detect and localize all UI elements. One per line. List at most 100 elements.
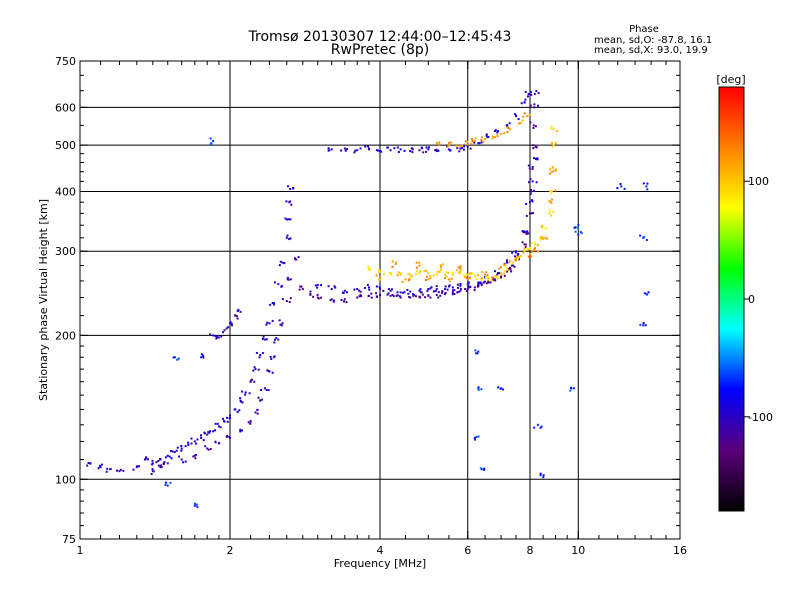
echo-point <box>646 182 649 185</box>
echo-point <box>552 128 555 131</box>
echo-point <box>230 322 233 325</box>
echo-point <box>457 271 460 274</box>
echo-point <box>297 256 300 259</box>
echo-point <box>286 276 289 279</box>
echo-point <box>229 436 231 439</box>
echo-point <box>272 301 275 304</box>
echo-point <box>447 285 450 288</box>
echo-point <box>389 272 392 275</box>
echo-point <box>506 130 509 133</box>
echo-point <box>550 214 553 217</box>
echo-point <box>436 270 439 273</box>
echo-point <box>368 288 371 291</box>
echo-point <box>552 210 555 213</box>
echo-point <box>418 261 421 264</box>
echo-point <box>503 132 506 135</box>
echo-point <box>407 292 410 295</box>
echo-point <box>298 288 301 291</box>
echo-point <box>251 378 254 381</box>
echo-point <box>136 465 139 468</box>
echo-point <box>196 505 199 508</box>
echo-point <box>474 137 477 140</box>
echo-point <box>316 286 319 289</box>
echo-point <box>550 198 553 201</box>
echo-point <box>227 326 230 329</box>
echo-point <box>225 327 228 330</box>
echo-point <box>228 435 231 438</box>
echo-point <box>332 300 335 303</box>
echo-point <box>643 235 646 238</box>
echo-point <box>359 290 362 293</box>
echo-point <box>257 368 260 371</box>
echo-point <box>399 296 402 299</box>
echo-point <box>244 393 247 396</box>
echo-point <box>293 257 296 260</box>
echo-point <box>193 454 196 457</box>
echo-point <box>358 289 361 292</box>
echo-point <box>269 303 272 306</box>
echo-point <box>493 278 496 281</box>
echo-point <box>402 291 405 294</box>
echo-point <box>502 388 505 391</box>
echo-point <box>439 264 442 267</box>
echo-point <box>642 324 645 327</box>
echo-point <box>450 141 453 144</box>
echo-point <box>469 276 472 279</box>
echo-point <box>465 290 468 293</box>
echo-point <box>382 289 385 292</box>
echo-point <box>375 292 378 295</box>
echo-point <box>446 145 449 148</box>
echo-point <box>378 278 381 281</box>
echo-point <box>470 272 473 275</box>
x-tick-label: 8 <box>527 544 534 557</box>
echo-point <box>286 234 289 237</box>
echo-point <box>379 278 382 281</box>
echo-point <box>480 283 483 286</box>
echo-point <box>476 352 479 355</box>
echo-point <box>330 148 333 151</box>
echo-point <box>359 294 362 297</box>
echo-point <box>465 276 468 279</box>
phase-info-o: mean, sd,O: -87.8, 16.1 <box>594 35 712 46</box>
echo-point <box>556 130 559 133</box>
echo-point <box>509 128 512 131</box>
echo-point <box>300 285 303 288</box>
echo-point <box>265 323 268 326</box>
echo-point <box>532 126 535 129</box>
y-tick-label: 600 <box>55 101 76 114</box>
echo-point <box>536 104 539 107</box>
echo-point <box>391 293 394 296</box>
echo-point <box>513 255 516 258</box>
echo-point <box>279 260 282 263</box>
echo-point <box>527 181 530 184</box>
echo-point <box>267 369 270 372</box>
echo-point <box>193 504 196 507</box>
echo-point <box>266 321 269 324</box>
echo-point <box>510 270 513 273</box>
echo-point <box>503 272 506 275</box>
echo-point <box>240 429 243 432</box>
echo-point <box>523 243 526 246</box>
echo-point <box>487 276 490 279</box>
echo-point <box>404 278 407 281</box>
echo-point <box>429 287 432 290</box>
echo-point <box>550 141 553 144</box>
echo-point <box>459 147 462 150</box>
echo-point <box>387 292 390 295</box>
echo-point <box>393 147 396 150</box>
echo-point <box>535 181 538 184</box>
echo-point <box>235 315 238 318</box>
echo-point <box>285 300 288 303</box>
echo-point <box>483 280 486 283</box>
echo-point <box>435 288 438 291</box>
echo-point <box>368 147 371 150</box>
x-tick-label: 6 <box>464 544 471 557</box>
echo-point <box>519 254 522 257</box>
echo-point <box>528 113 531 116</box>
echo-point <box>435 273 438 276</box>
echo-point <box>359 147 362 150</box>
echo-point <box>273 341 276 344</box>
echo-point <box>426 289 429 292</box>
echo-point <box>550 125 553 128</box>
